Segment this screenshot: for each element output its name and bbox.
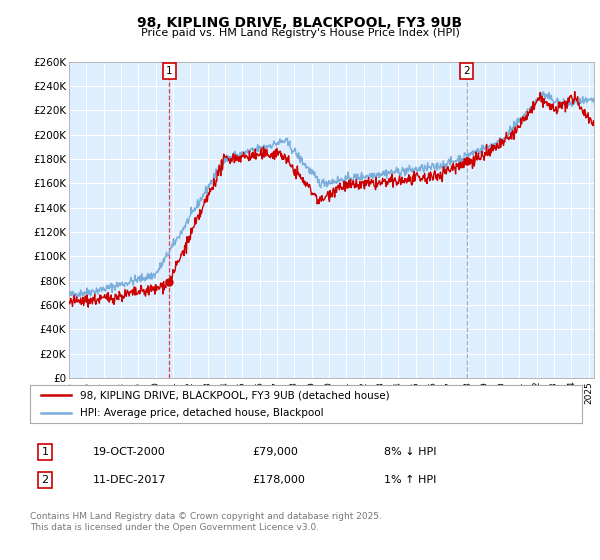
Text: £79,000: £79,000 [252,447,298,457]
Text: 19-OCT-2000: 19-OCT-2000 [93,447,166,457]
Text: Contains HM Land Registry data © Crown copyright and database right 2025.
This d: Contains HM Land Registry data © Crown c… [30,512,382,532]
Text: £178,000: £178,000 [252,475,305,485]
Text: 2: 2 [463,66,470,76]
Text: 1% ↑ HPI: 1% ↑ HPI [384,475,436,485]
Text: 8% ↓ HPI: 8% ↓ HPI [384,447,437,457]
Text: 98, KIPLING DRIVE, BLACKPOOL, FY3 9UB (detached house): 98, KIPLING DRIVE, BLACKPOOL, FY3 9UB (d… [80,390,389,400]
Text: 2: 2 [41,475,49,485]
Text: 1: 1 [41,447,49,457]
Text: 1: 1 [166,66,173,76]
Text: 11-DEC-2017: 11-DEC-2017 [93,475,167,485]
Text: HPI: Average price, detached house, Blackpool: HPI: Average price, detached house, Blac… [80,408,323,418]
Text: Price paid vs. HM Land Registry's House Price Index (HPI): Price paid vs. HM Land Registry's House … [140,28,460,38]
Text: 98, KIPLING DRIVE, BLACKPOOL, FY3 9UB: 98, KIPLING DRIVE, BLACKPOOL, FY3 9UB [137,16,463,30]
